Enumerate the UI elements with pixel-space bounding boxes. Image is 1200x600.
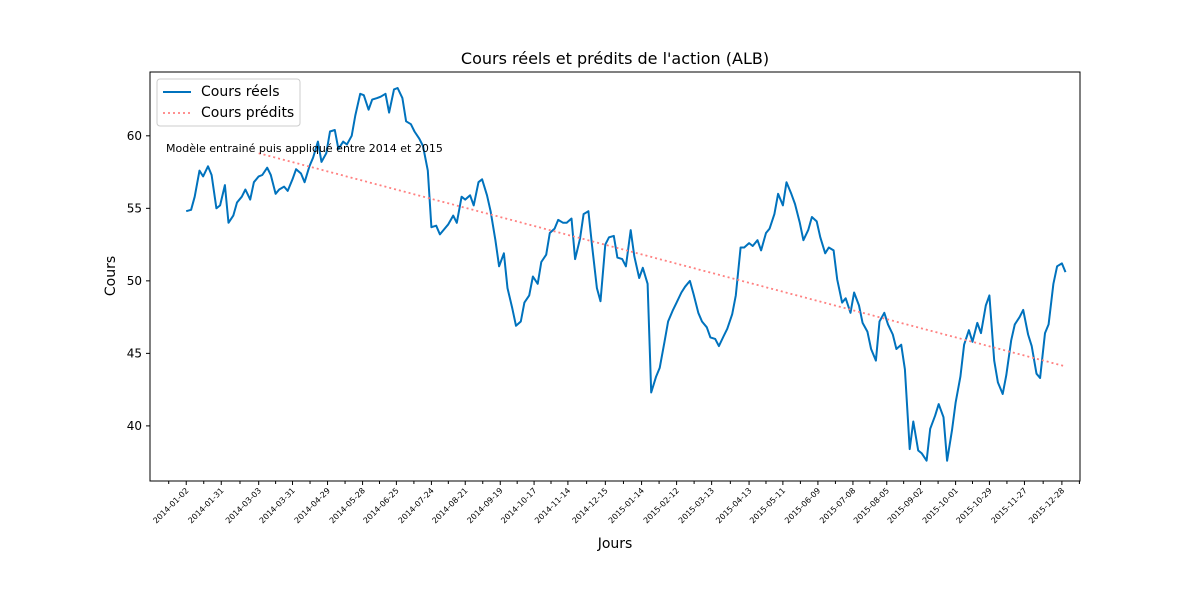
- x-tick-label: 2014-08-21: [430, 486, 469, 525]
- x-tick-label: 2014-01-31: [186, 486, 225, 525]
- x-tick-label: 2014-11-14: [533, 486, 572, 525]
- x-tick-label: 2015-10-29: [955, 486, 994, 525]
- legend: Cours réels Cours prédits: [156, 78, 301, 127]
- x-tick-label: 2015-03-13: [677, 486, 716, 525]
- y-tick-label: 60: [127, 129, 142, 143]
- x-tick-label: 2014-01-02: [151, 486, 190, 525]
- y-tick-label: 45: [127, 346, 142, 360]
- legend-label-cours-reels: Cours réels: [201, 84, 280, 100]
- y-axis: 40 45 50 55 60: [127, 129, 150, 433]
- x-tick-label: 2015-01-14: [607, 486, 646, 525]
- x-tick-label: 2015-12-28: [1027, 486, 1066, 525]
- y-tick-label: 50: [127, 274, 142, 288]
- x-tick-label: 2015-02-12: [642, 486, 681, 525]
- y-tick-label: 40: [127, 419, 142, 433]
- x-tick-label: 2014-06-25: [362, 486, 401, 525]
- x-tick-label: 2014-04-29: [293, 486, 332, 525]
- annotation: Modèle entrainé puis appliqué entre 2014…: [166, 142, 443, 155]
- x-axis: 2014-01-022014-01-312014-03-032014-03-31…: [151, 481, 1080, 525]
- series-line-cours-predits: [258, 152, 1066, 368]
- legend-box: [156, 78, 301, 127]
- x-tick-label: 2014-03-31: [258, 486, 297, 525]
- series-line-cours-reels: [185, 87, 1067, 462]
- x-tick-label: 2014-12-15: [571, 486, 610, 525]
- x-tick-label: 2015-09-02: [886, 486, 925, 525]
- legend-label-cours-predits: Cours prédits: [201, 105, 294, 121]
- series-layer: [185, 87, 1067, 462]
- x-tick-label: 2015-06-09: [783, 486, 822, 525]
- y-tick-label: 55: [127, 201, 142, 215]
- x-axis-label: Jours: [597, 536, 633, 552]
- chart-title: Cours réels et prédits de l'action (ALB): [461, 49, 769, 68]
- x-tick-label: 2015-05-11: [748, 486, 787, 525]
- y-axis-label: Cours: [103, 256, 119, 296]
- x-tick-label: 2015-11-27: [990, 486, 1029, 525]
- plot-area: [149, 71, 1081, 482]
